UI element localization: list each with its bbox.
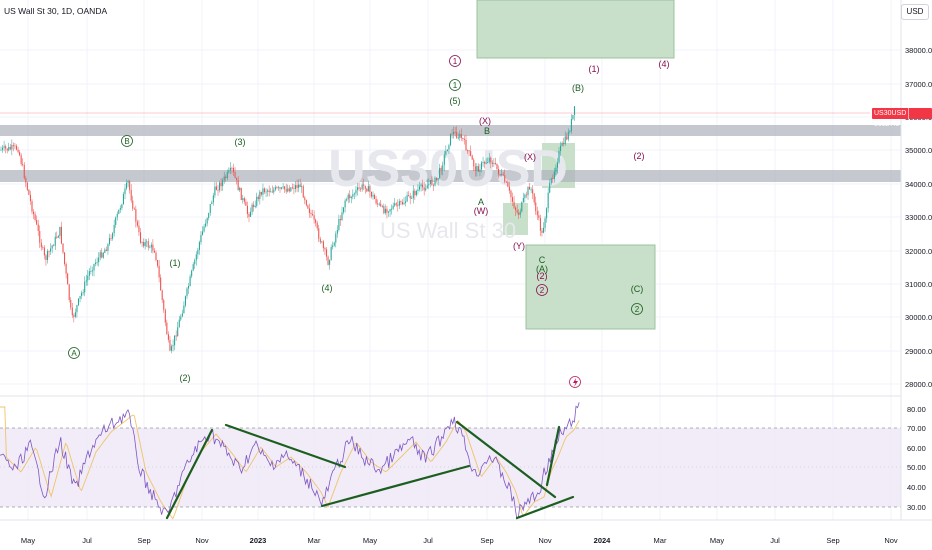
wave-label-2: (2) bbox=[180, 373, 191, 383]
target-zone-bottom[interactable] bbox=[525, 244, 656, 330]
wave-label-a-paren: (A) bbox=[536, 264, 548, 274]
wave-label-b-plain: B bbox=[484, 126, 490, 136]
wave-circle-1-red bbox=[449, 55, 461, 67]
lightning-icon[interactable] bbox=[569, 376, 581, 388]
rsi-trendlines[interactable] bbox=[165, 420, 575, 520]
rsi-axis-label: 40.00 bbox=[907, 483, 926, 492]
wave-label-4: (4) bbox=[322, 283, 333, 293]
wave-label-proj2: (2) bbox=[634, 151, 645, 161]
price-axis-label: 32000.0 bbox=[905, 247, 932, 256]
wave-label-x2: (X) bbox=[524, 152, 536, 162]
wave-label-c-plain: C bbox=[539, 255, 546, 265]
rsi-axis-label: 50.00 bbox=[907, 463, 926, 472]
price-axis-label: 34000.0 bbox=[905, 180, 932, 189]
price-axis-label: 29000.0 bbox=[905, 347, 932, 356]
time-axis-label: 2024 bbox=[594, 536, 612, 545]
wave-label-2-paren: (2) bbox=[537, 271, 548, 281]
rsi-axis-label: 30.00 bbox=[907, 503, 926, 512]
wave-label-w: (W) bbox=[474, 206, 489, 216]
wave-label-y: (Y) bbox=[513, 241, 525, 251]
time-axis-label: Sep bbox=[480, 536, 493, 545]
watermark-symbol: US30USD bbox=[328, 140, 568, 198]
rsi-axis[interactable]: 80.00 70.00 60.00 50.00 40.00 30.00 bbox=[907, 405, 926, 512]
wave-circle-2-a bbox=[631, 303, 643, 315]
wave-label-b-circle: B bbox=[124, 137, 129, 146]
time-axis-label: 2023 bbox=[250, 536, 267, 545]
wave-label-circle1-red: 1 bbox=[453, 57, 458, 66]
rsi-ma-line bbox=[0, 406, 580, 520]
wave-label-c-paren: (C) bbox=[631, 284, 644, 294]
time-axis-label: Jul bbox=[770, 536, 780, 545]
time-axis-label: Sep bbox=[826, 536, 839, 545]
time-axis-label: Nov bbox=[538, 536, 552, 545]
price-tag-symbol: US30USD bbox=[874, 108, 910, 119]
watermark-name: US Wall St 30 bbox=[380, 218, 516, 243]
time-axis-label: May bbox=[21, 536, 35, 545]
wave-label-x1: (X) bbox=[479, 116, 491, 126]
rsi-axis-label: 60.00 bbox=[907, 444, 926, 453]
rsi-axis-label: 80.00 bbox=[907, 405, 926, 414]
rsi-line bbox=[0, 402, 580, 520]
time-axis-label: May bbox=[710, 536, 724, 545]
rsi-band-fill bbox=[0, 428, 901, 507]
price-axis-label: 28000.0 bbox=[905, 380, 932, 389]
time-axis-label: May bbox=[363, 536, 377, 545]
price-tag-value: 36127.3 bbox=[874, 121, 900, 128]
price-axis-label: 38000.0 bbox=[905, 46, 932, 55]
price-axis-label: 31000.0 bbox=[905, 280, 932, 289]
time-axis-label: Jul bbox=[82, 536, 92, 545]
time-axis-label: Jul bbox=[423, 536, 433, 545]
resistance-band-upper[interactable] bbox=[0, 125, 901, 136]
wave-circle-2-red bbox=[536, 284, 548, 296]
wave-circle-1-green bbox=[449, 79, 461, 91]
wave-label-a-circle: A bbox=[71, 349, 77, 358]
target-zone-top[interactable] bbox=[476, 0, 675, 59]
rsi-axis-label: 70.00 bbox=[907, 424, 926, 433]
wave-label-5: (5) bbox=[450, 96, 461, 106]
candlestick-series bbox=[0, 106, 576, 354]
wave-label-1: (1) bbox=[170, 258, 181, 268]
wave-label-proj4: (4) bbox=[659, 59, 670, 69]
price-axis-label: 33000.0 bbox=[905, 213, 932, 222]
time-axis-label: Mar bbox=[654, 536, 667, 545]
time-axis[interactable]: May Jul Sep Nov 2023 Mar May Jul Sep Nov 2024 Mar Ma… bbox=[21, 536, 898, 545]
time-axis-label: Nov bbox=[195, 536, 209, 545]
price-axis-label: 35000.0 bbox=[905, 146, 932, 155]
price-axis-label: 30000.0 bbox=[905, 313, 932, 322]
currency-button[interactable]: USD bbox=[901, 4, 929, 20]
time-axis-label: Sep bbox=[137, 536, 150, 545]
wave-label-proj1: (1) bbox=[589, 64, 600, 74]
wave-label-3: (3) bbox=[235, 137, 246, 147]
wave-label-circle1-green: 1 bbox=[453, 81, 458, 90]
time-axis-label: Mar bbox=[308, 536, 321, 545]
resistance-band-lower[interactable] bbox=[0, 170, 901, 182]
wave-label-b-green: (B) bbox=[572, 83, 584, 93]
wave-label-circle2-c: 2 bbox=[635, 305, 640, 314]
last-price-tag: US30USD 36127.3 bbox=[872, 108, 932, 128]
chart-title: US Wall St 30, 1D, OANDA bbox=[4, 6, 108, 16]
wave-circle-a bbox=[68, 347, 80, 359]
price-axis[interactable]: 38000.037000.036000.035000.034000.033000… bbox=[905, 46, 932, 389]
wave-label-a-plain: A bbox=[478, 197, 484, 207]
price-axis-label: 37000.0 bbox=[905, 80, 932, 89]
wave-circle-b bbox=[121, 135, 133, 147]
time-axis-label: Nov bbox=[884, 536, 898, 545]
wave-label-circle2-a: 2 bbox=[540, 286, 545, 295]
